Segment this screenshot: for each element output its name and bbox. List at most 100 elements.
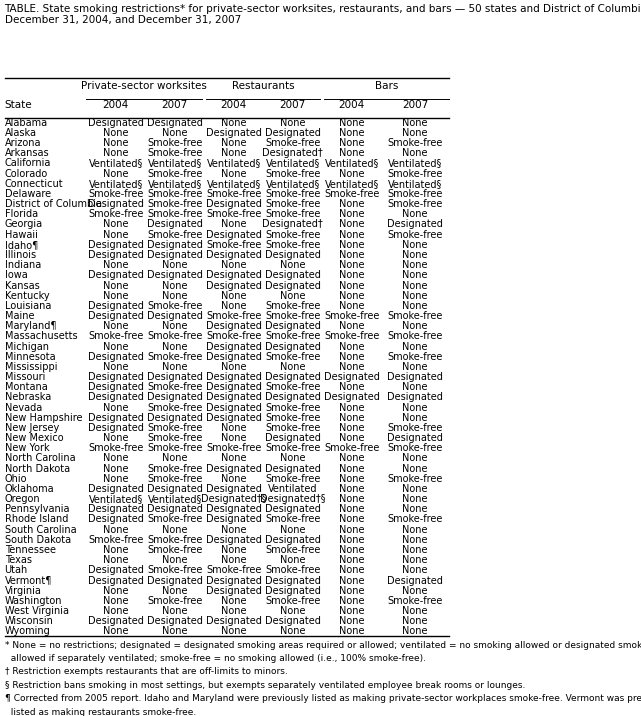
Text: Designated: Designated: [206, 412, 262, 422]
Text: Designated: Designated: [206, 321, 262, 332]
Text: TABLE. State smoking restrictions* for private-sector worksites, restaurants, an: TABLE. State smoking restrictions* for p…: [4, 4, 641, 25]
Text: None: None: [221, 291, 246, 301]
Text: Alabama: Alabama: [4, 117, 47, 127]
Text: Pennsylvania: Pennsylvania: [4, 504, 69, 514]
Text: None: None: [403, 525, 428, 535]
Text: Smoke-free: Smoke-free: [206, 311, 262, 321]
Text: None: None: [221, 362, 246, 372]
Text: Smoke-free: Smoke-free: [147, 230, 203, 240]
Text: Designated: Designated: [206, 576, 262, 586]
Text: None: None: [403, 504, 428, 514]
Text: Smoke-free: Smoke-free: [265, 352, 320, 362]
Text: None: None: [103, 148, 128, 158]
Text: None: None: [221, 169, 246, 178]
Text: Smoke-free: Smoke-free: [147, 464, 203, 473]
Text: Smoke-free: Smoke-free: [147, 535, 203, 545]
Text: Smoke-free: Smoke-free: [265, 382, 320, 392]
Text: None: None: [339, 382, 365, 392]
Text: Designated: Designated: [88, 382, 144, 392]
Text: Ventilated§: Ventilated§: [88, 179, 143, 189]
Text: None: None: [103, 260, 128, 270]
Text: None: None: [103, 220, 128, 230]
Text: None: None: [339, 464, 365, 473]
Text: Smoke-free: Smoke-free: [88, 209, 144, 219]
Text: None: None: [103, 402, 128, 412]
Text: None: None: [339, 301, 365, 311]
Text: Smoke-free: Smoke-free: [147, 169, 203, 178]
Text: Tennessee: Tennessee: [4, 545, 56, 555]
Text: None: None: [339, 525, 365, 535]
Text: None: None: [162, 626, 187, 637]
Text: Smoke-free: Smoke-free: [265, 189, 320, 199]
Text: New Jersey: New Jersey: [4, 423, 59, 433]
Text: None: None: [162, 586, 187, 596]
Text: Smoke-free: Smoke-free: [147, 443, 203, 453]
Text: Ohio: Ohio: [4, 474, 27, 484]
Text: Designated: Designated: [206, 535, 262, 545]
Text: Ventilated§: Ventilated§: [324, 179, 379, 189]
Text: None: None: [403, 291, 428, 301]
Text: Designated: Designated: [206, 515, 262, 525]
Text: Smoke-free: Smoke-free: [388, 138, 443, 148]
Text: None: None: [403, 321, 428, 332]
Text: None: None: [162, 260, 187, 270]
Text: Smoke-free: Smoke-free: [147, 199, 203, 209]
Text: Designated: Designated: [206, 484, 262, 494]
Text: 2007: 2007: [162, 100, 188, 110]
Text: listed as making restaurants smoke-free.: listed as making restaurants smoke-free.: [4, 707, 196, 716]
Text: None: None: [103, 464, 128, 473]
Text: None: None: [103, 474, 128, 484]
Text: None: None: [339, 566, 365, 576]
Text: Nevada: Nevada: [4, 402, 42, 412]
Text: Smoke-free: Smoke-free: [147, 423, 203, 433]
Text: None: None: [103, 230, 128, 240]
Text: Designated: Designated: [88, 566, 144, 576]
Text: None: None: [280, 117, 306, 127]
Text: None: None: [280, 626, 306, 637]
Text: None: None: [221, 433, 246, 443]
Text: None: None: [339, 362, 365, 372]
Text: Smoke-free: Smoke-free: [147, 596, 203, 606]
Text: Designated: Designated: [265, 616, 320, 626]
Text: Smoke-free: Smoke-free: [388, 515, 443, 525]
Text: Designated: Designated: [265, 433, 320, 443]
Text: None: None: [403, 566, 428, 576]
Text: None: None: [162, 342, 187, 352]
Text: None: None: [103, 626, 128, 637]
Text: Designated†: Designated†: [262, 220, 323, 230]
Text: None: None: [221, 474, 246, 484]
Text: District of Columbia: District of Columbia: [4, 199, 101, 209]
Text: Maryland¶: Maryland¶: [4, 321, 56, 332]
Text: Designated: Designated: [387, 576, 443, 586]
Text: None: None: [103, 596, 128, 606]
Text: None: None: [162, 291, 187, 301]
Text: Designated: Designated: [206, 504, 262, 514]
Text: Designated: Designated: [147, 271, 203, 281]
Text: None: None: [339, 352, 365, 362]
Text: Smoke-free: Smoke-free: [324, 311, 379, 321]
Text: None: None: [221, 148, 246, 158]
Text: Smoke-free: Smoke-free: [388, 352, 443, 362]
Text: None: None: [339, 260, 365, 270]
Text: Smoke-free: Smoke-free: [147, 209, 203, 219]
Text: Designated: Designated: [265, 576, 320, 586]
Text: None: None: [403, 555, 428, 565]
Text: Designated: Designated: [206, 402, 262, 412]
Text: 2004: 2004: [103, 100, 129, 110]
Text: Designated: Designated: [147, 117, 203, 127]
Text: Bars: Bars: [375, 81, 399, 91]
Text: Smoke-free: Smoke-free: [265, 332, 320, 342]
Text: Designated: Designated: [206, 382, 262, 392]
Text: Designated: Designated: [88, 423, 144, 433]
Text: Ventilated§: Ventilated§: [147, 158, 202, 168]
Text: Smoke-free: Smoke-free: [388, 423, 443, 433]
Text: Designated: Designated: [265, 504, 320, 514]
Text: Smoke-free: Smoke-free: [324, 332, 379, 342]
Text: None: None: [162, 606, 187, 616]
Text: None: None: [339, 148, 365, 158]
Text: None: None: [103, 169, 128, 178]
Text: None: None: [280, 260, 306, 270]
Text: Smoke-free: Smoke-free: [147, 515, 203, 525]
Text: None: None: [280, 606, 306, 616]
Text: None: None: [221, 453, 246, 463]
